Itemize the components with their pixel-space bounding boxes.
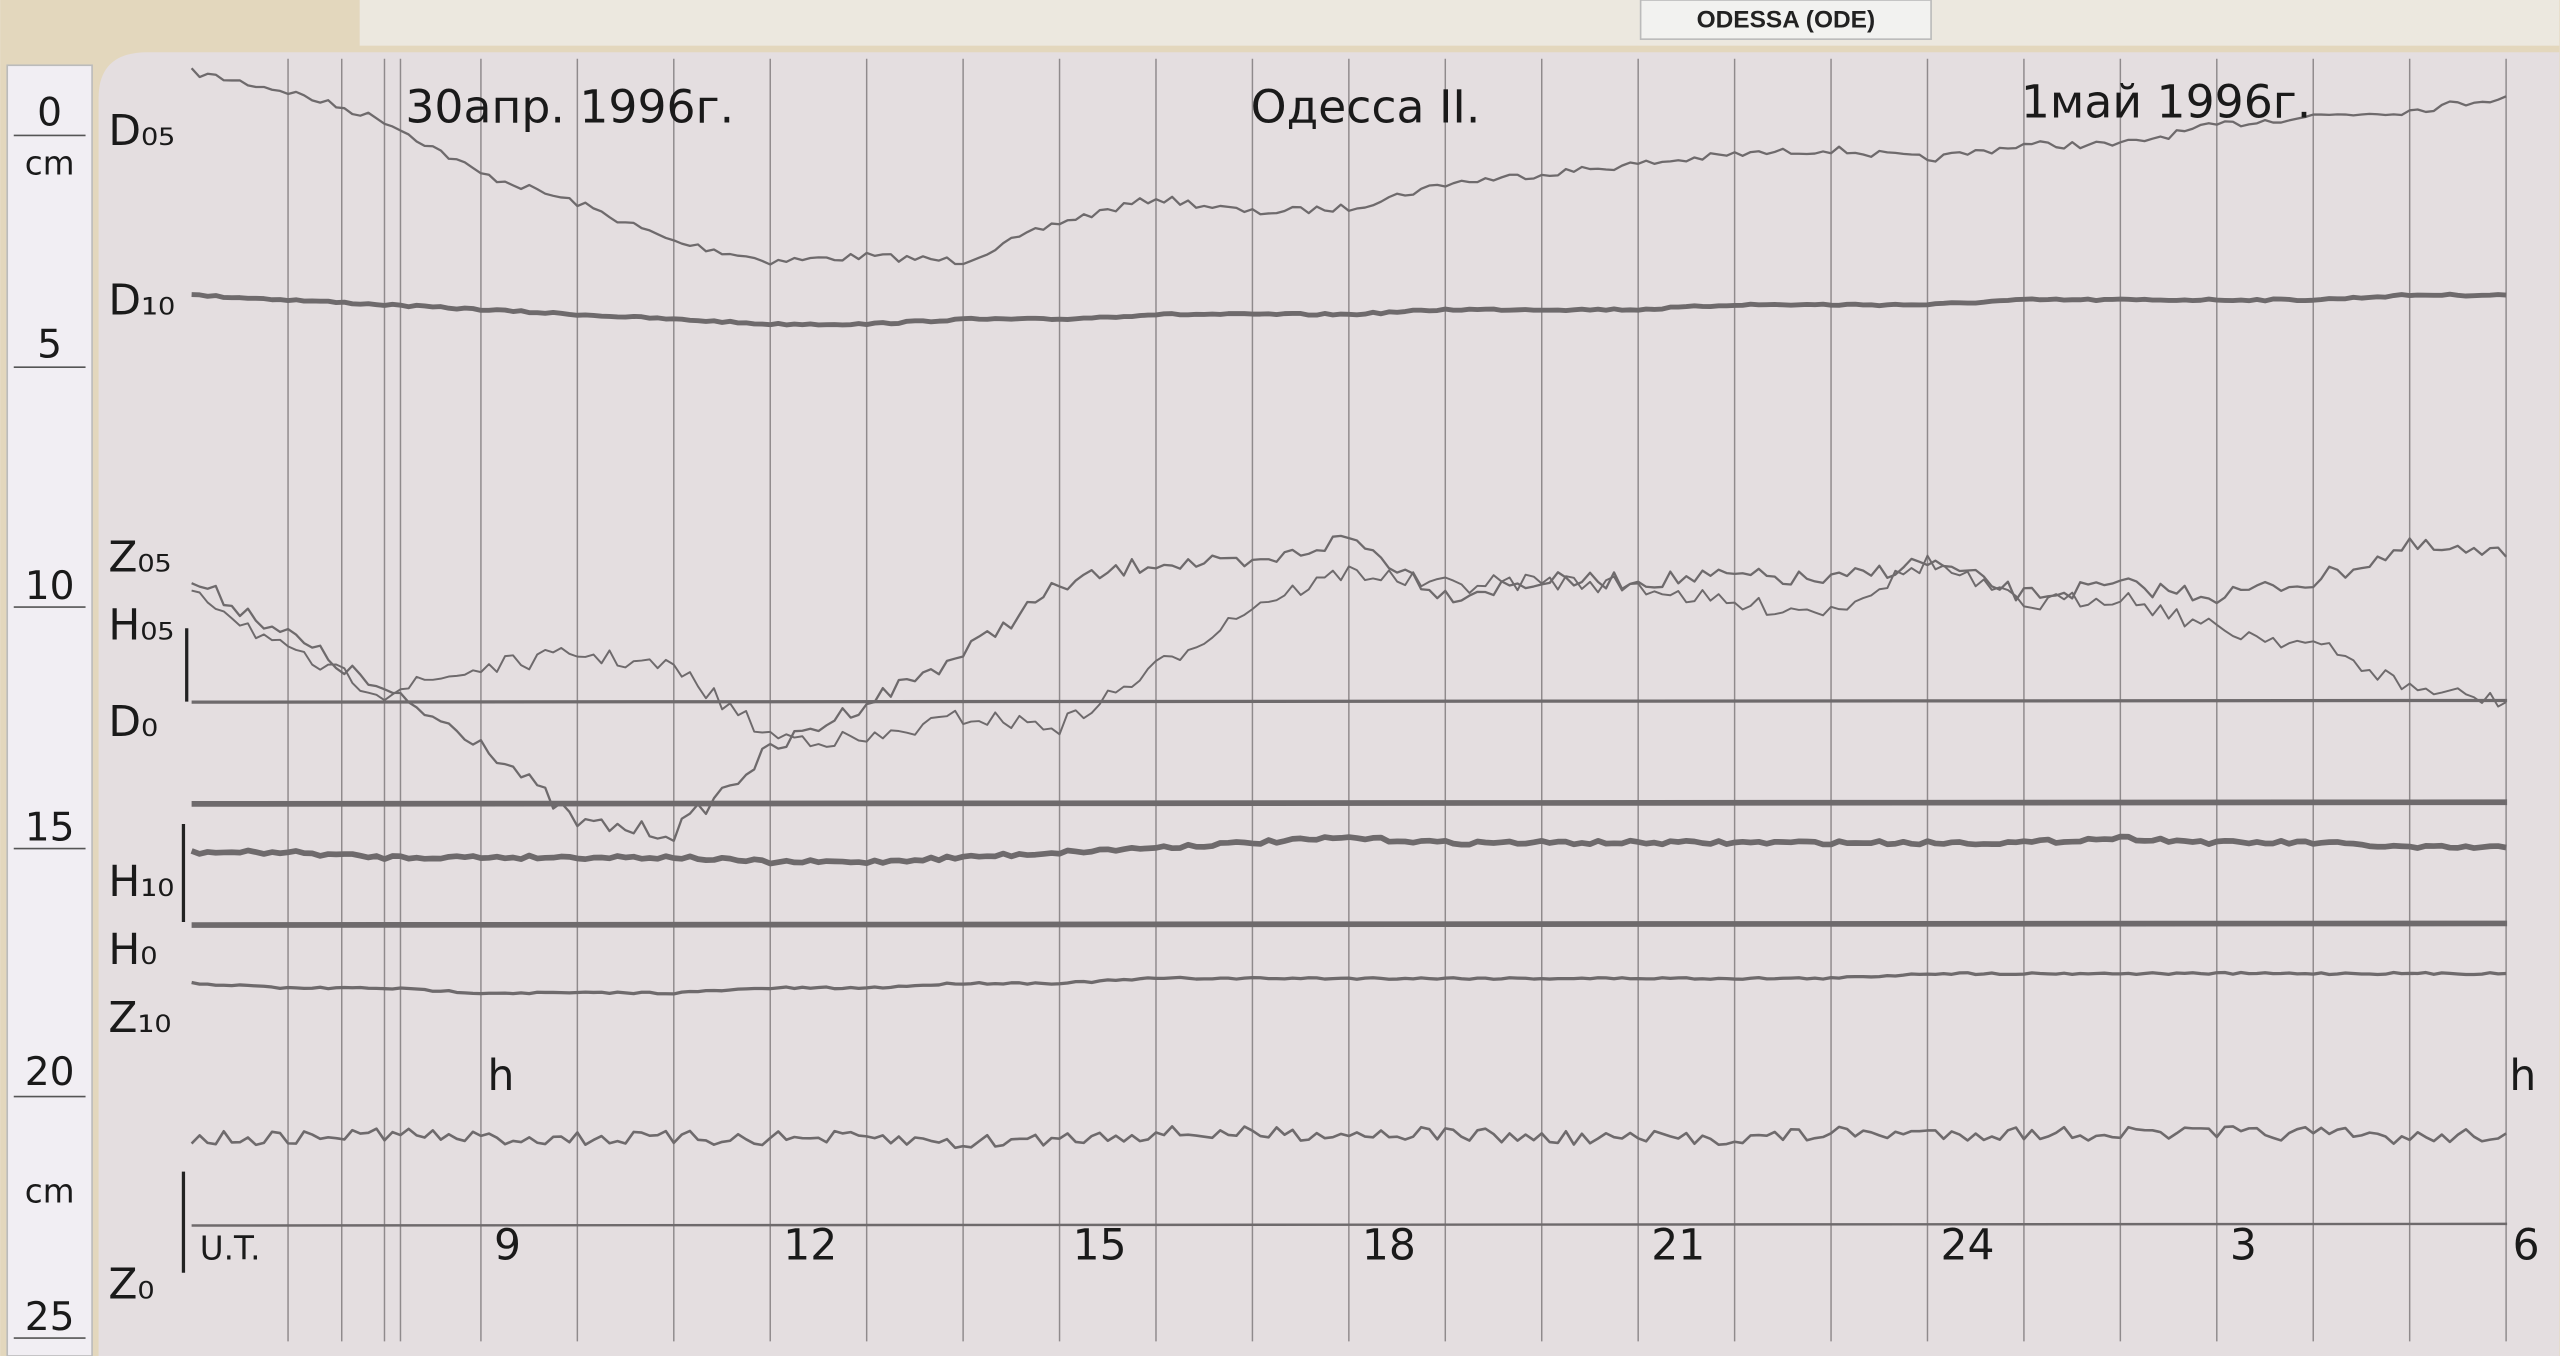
ruler-label: 25 xyxy=(25,1295,75,1340)
x-tick-label: 18 xyxy=(1362,1222,1416,1271)
series-label: D₀ xyxy=(108,698,158,747)
trace-series-0 xyxy=(190,67,2507,266)
x-axis-label: U.T. xyxy=(200,1230,261,1268)
baseline xyxy=(191,698,2508,704)
baseline xyxy=(191,1222,2508,1227)
series-label: Z₀ xyxy=(108,1260,154,1309)
trace-series-3 xyxy=(191,554,2507,748)
x-tick-label: 12 xyxy=(783,1222,837,1271)
ruler-label: cm xyxy=(25,145,75,183)
ruler-label: 10 xyxy=(25,564,75,609)
chart-paper xyxy=(98,52,2560,1356)
trace-series-1 xyxy=(191,291,2507,328)
ruler-label: cm xyxy=(25,1173,75,1211)
series-label: Z₁₀ xyxy=(108,994,171,1043)
trace-series-6 xyxy=(190,1125,2507,1150)
series-label: H₀ xyxy=(108,926,157,975)
trace-series-5 xyxy=(191,970,2507,996)
x-tick-label: 15 xyxy=(1073,1222,1127,1271)
baseline xyxy=(191,799,2508,807)
title-left: 30апр. 1996г. xyxy=(405,80,734,133)
cm-ruler: 0 cm 5 10 15 20 cm 25 xyxy=(6,64,93,1356)
station-sign: ODESSA (ODE) xyxy=(1639,0,1932,40)
series-label: H₁₀ xyxy=(108,858,174,907)
baselines xyxy=(191,698,2508,1227)
x-tick-label: 3 xyxy=(2230,1222,2257,1271)
series-label: D₀₅ xyxy=(108,107,175,156)
x-tick-label: 9 xyxy=(494,1222,521,1271)
station-sign-label: ODESSA (ODE) xyxy=(1697,7,1876,34)
trace-series-4 xyxy=(190,833,2507,867)
series-label: Z₀₅ xyxy=(108,533,171,582)
ruler-label: 5 xyxy=(37,322,62,367)
trace-series-2 xyxy=(191,534,2507,842)
ruler-label: 15 xyxy=(25,805,75,850)
title-right: 1май 1996г. xyxy=(2021,75,2311,128)
series-label: H₀₅ xyxy=(108,601,174,650)
ruler-label: 20 xyxy=(25,1050,75,1095)
traces xyxy=(190,67,2507,1150)
title-center: Одесса II. xyxy=(1251,80,1481,133)
x-tick-label: 6 xyxy=(2513,1222,2540,1271)
hour-mark: h xyxy=(2509,1052,2536,1101)
baseline xyxy=(191,920,2508,928)
top-strip xyxy=(359,0,2560,46)
series-label: D₁₀ xyxy=(108,277,175,326)
hour-mark: h xyxy=(487,1052,514,1101)
ruler-label: 0 xyxy=(37,91,62,136)
series-labels: D₀₅ D₁₀ Z₀₅ H₀₅ D₀ H₁₀ H₀ Z₁₀ Z₀ xyxy=(108,107,175,1309)
x-tick-label: 21 xyxy=(1651,1222,1705,1271)
x-tick-label: 24 xyxy=(1941,1222,1995,1271)
x-ticks: 9 12 15 18 21 24 3 6 h h xyxy=(487,1052,2539,1271)
